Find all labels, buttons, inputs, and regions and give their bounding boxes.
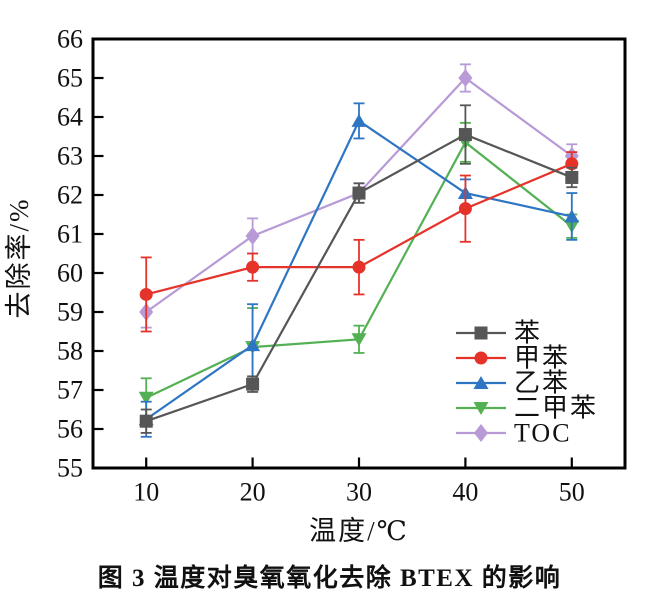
legend-label: 乙苯 bbox=[514, 369, 570, 398]
y-tick-label: 63 bbox=[57, 142, 83, 171]
series-甲苯 bbox=[139, 151, 579, 333]
y-tick-label: 61 bbox=[57, 220, 83, 249]
y-tick-label: 60 bbox=[57, 259, 83, 288]
legend-item-TOC: TOC bbox=[456, 419, 572, 448]
legend-item-乙苯: 乙苯 bbox=[456, 369, 570, 398]
x-tick-label: 50 bbox=[559, 477, 585, 506]
data-point-marker bbox=[139, 414, 153, 428]
y-tick-label: 56 bbox=[57, 415, 83, 444]
legend-item-甲苯: 甲苯 bbox=[456, 344, 570, 373]
axes-ticks: 55 56 57 58 59 60 61 62 63 64 65 66 10 20 30 40 50 bbox=[57, 25, 585, 507]
data-point-marker bbox=[473, 402, 489, 415]
x-tick-label: 10 bbox=[133, 477, 159, 506]
legend-item-苯: 苯 bbox=[456, 319, 542, 348]
data-point-marker bbox=[245, 338, 261, 352]
btex-temperature-line-chart: 55 56 57 58 59 60 61 62 63 64 65 66 10 20 30 40 50 苯甲苯乙苯… bbox=[4, 25, 627, 546]
data-point-marker bbox=[351, 333, 367, 347]
data-point-marker bbox=[246, 377, 260, 391]
x-tick-label: 40 bbox=[452, 477, 478, 506]
data-point-marker bbox=[458, 69, 473, 87]
data-point-marker bbox=[565, 170, 579, 184]
data-point-marker bbox=[473, 376, 489, 389]
data-point-marker bbox=[246, 260, 260, 274]
plot-frame bbox=[91, 37, 627, 470]
data-point-marker bbox=[474, 326, 488, 340]
legend-label: 二甲苯 bbox=[514, 394, 598, 423]
x-tick-label: 20 bbox=[240, 477, 266, 506]
legend-label: 苯 bbox=[514, 319, 542, 348]
y-axis-title: 去除率/% bbox=[4, 198, 34, 319]
y-tick-label: 64 bbox=[57, 103, 83, 132]
y-tick-label: 59 bbox=[57, 298, 83, 327]
data-point-marker bbox=[352, 186, 366, 200]
data-point-marker bbox=[139, 287, 153, 301]
figure-caption: 图 3 温度对臭氧氧化去除 BTEX 的影响 bbox=[97, 565, 562, 592]
y-tick-label: 57 bbox=[57, 376, 83, 405]
data-point-marker bbox=[474, 424, 488, 442]
legend-label: 甲苯 bbox=[514, 344, 570, 373]
data-point-marker bbox=[351, 113, 367, 127]
y-tick-label: 62 bbox=[57, 181, 83, 210]
x-axis-title: 温度/℃ bbox=[309, 516, 409, 545]
y-tick-label: 55 bbox=[57, 454, 83, 483]
data-point-marker bbox=[245, 226, 260, 245]
series-苯 bbox=[139, 104, 579, 434]
y-tick-label: 58 bbox=[57, 337, 83, 366]
x-tick-label: 30 bbox=[346, 477, 372, 506]
data-point-marker bbox=[138, 391, 154, 405]
data-point-marker bbox=[458, 128, 472, 142]
y-tick-label: 66 bbox=[57, 25, 83, 54]
data-point-marker bbox=[474, 351, 488, 365]
legend-item-二甲苯: 二甲苯 bbox=[456, 394, 598, 423]
data-point-marker bbox=[352, 260, 366, 274]
data-point-marker bbox=[458, 202, 472, 216]
data-point-marker bbox=[564, 209, 580, 223]
data-series-layer bbox=[138, 63, 580, 438]
legend-label: TOC bbox=[514, 419, 572, 448]
series-二甲苯 bbox=[138, 121, 580, 419]
y-tick-label: 65 bbox=[57, 64, 83, 93]
